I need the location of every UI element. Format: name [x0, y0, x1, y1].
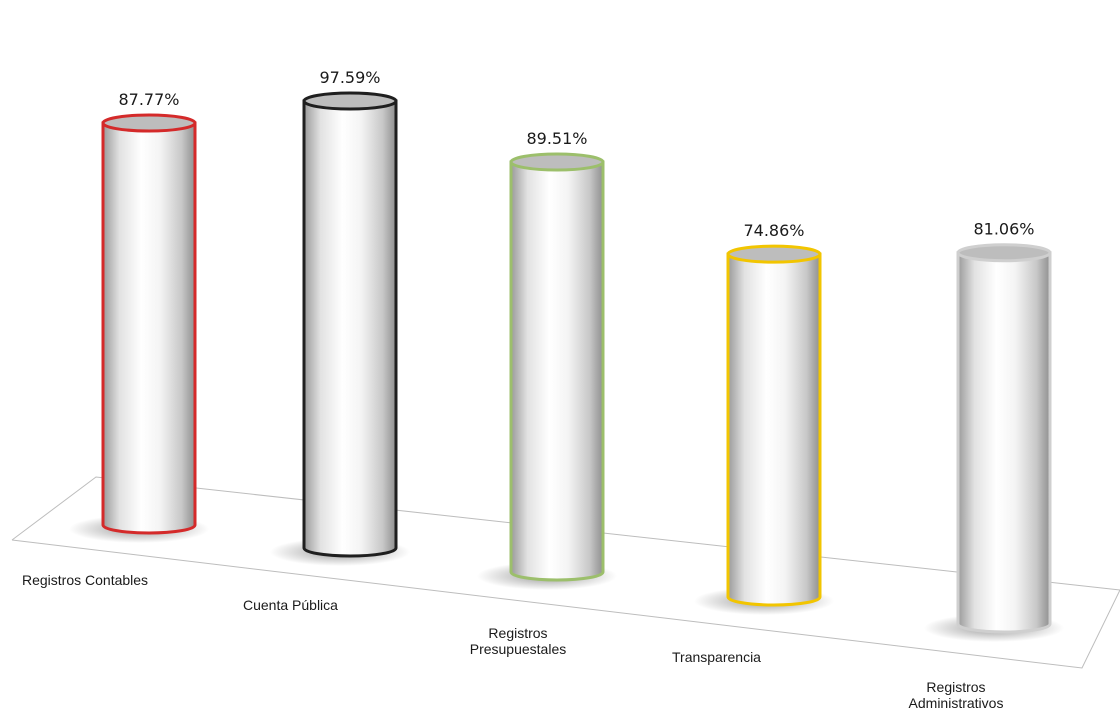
category-label: Registros Administrativos — [909, 679, 1004, 711]
bar-5 — [924, 243, 1064, 642]
data-label: 97.59% — [319, 68, 380, 87]
bar-top — [509, 152, 605, 172]
bar-3 — [477, 152, 617, 590]
bar-1 — [69, 113, 209, 543]
bar-top — [101, 113, 197, 133]
bar-top — [726, 244, 822, 264]
data-label: 87.77% — [118, 90, 179, 109]
bar-2 — [270, 91, 410, 566]
bar-4 — [694, 244, 834, 615]
bar-body — [302, 99, 398, 558]
bar-top — [302, 91, 398, 111]
category-label: Registros Presupuestales — [470, 625, 567, 657]
category-label: Registros Contables — [22, 572, 148, 588]
bar-body — [726, 252, 822, 607]
bar-body — [956, 251, 1052, 634]
bar-body — [101, 121, 197, 535]
data-label: 89.51% — [526, 129, 587, 148]
data-label: 81.06% — [973, 220, 1034, 239]
bar-top — [956, 243, 1052, 263]
data-label: 74.86% — [743, 221, 804, 240]
category-label: Cuenta Pública — [243, 597, 338, 613]
bars — [69, 91, 1064, 642]
bar-body — [509, 160, 605, 582]
floor-front-edge — [11, 539, 1120, 669]
category-label: Transparencia — [672, 649, 761, 665]
labels: 87.77% Registros Contables 97.59% Cuenta Pú… — [22, 68, 1035, 711]
